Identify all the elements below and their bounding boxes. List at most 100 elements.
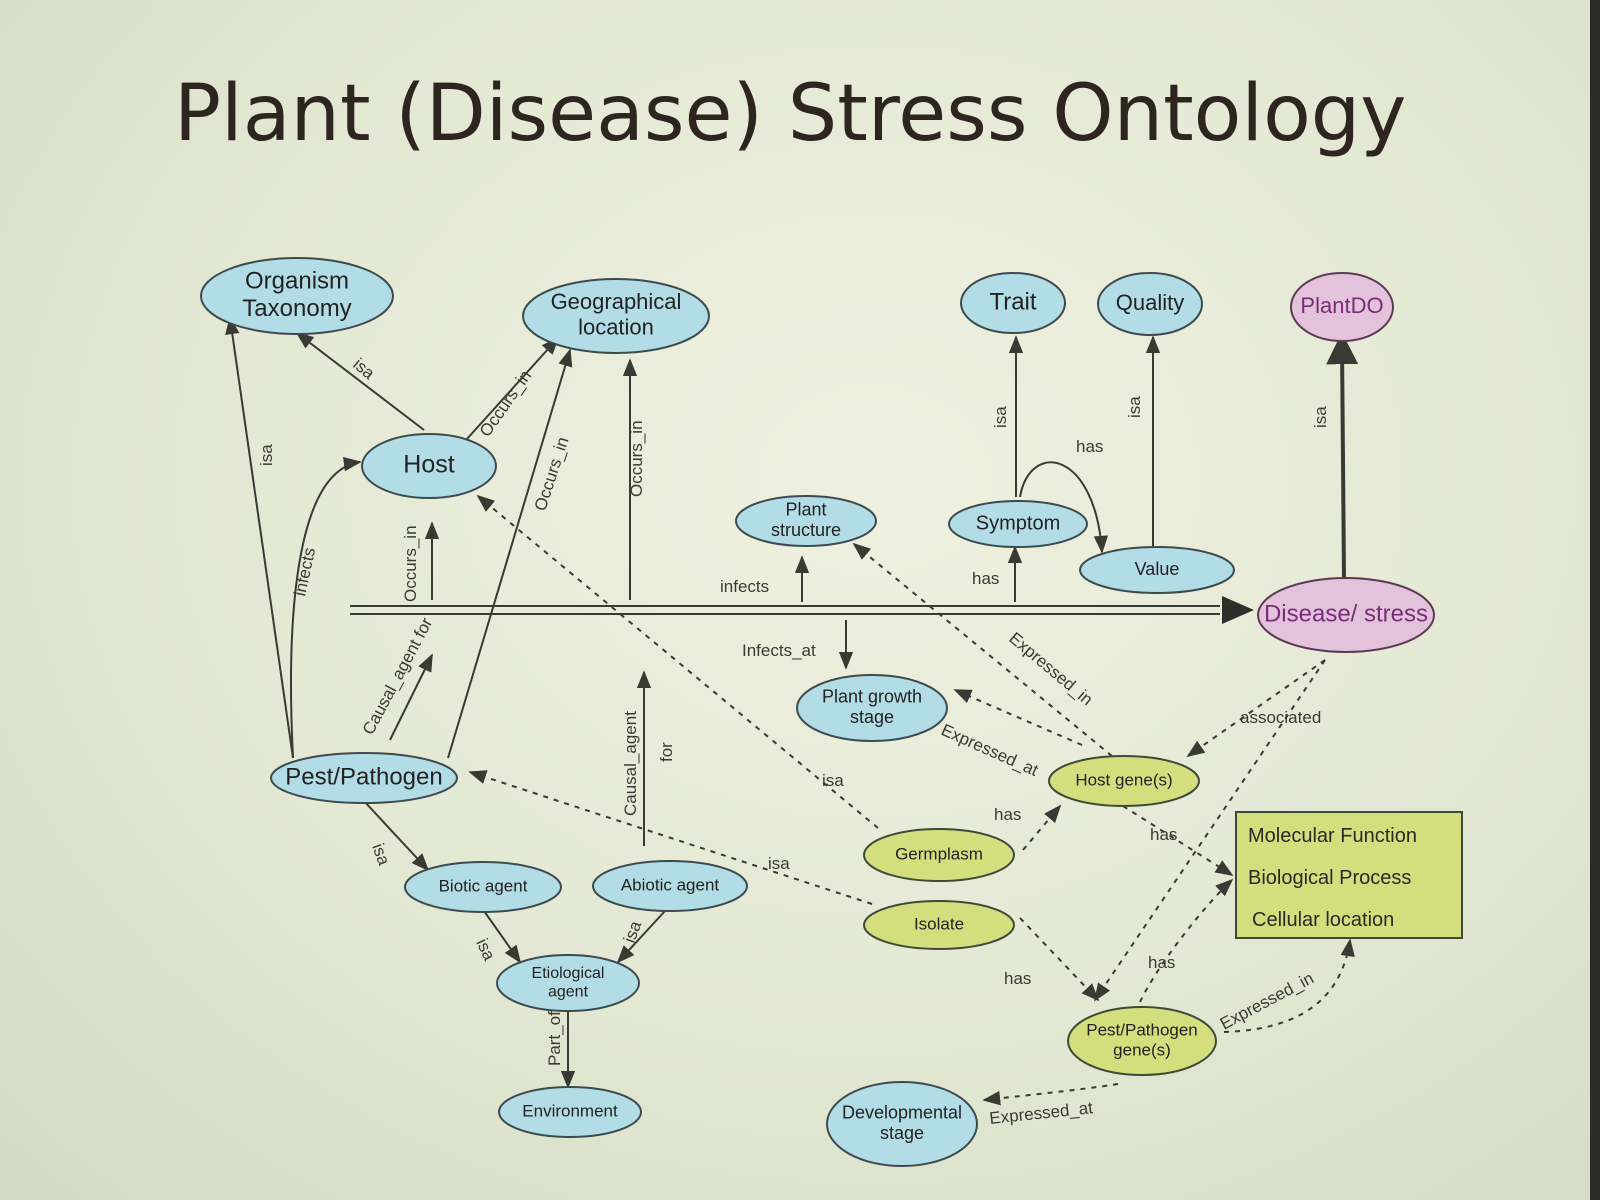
edge-label-isa: isa <box>472 936 499 964</box>
edge-symptom-has-value <box>1019 461 1109 554</box>
node-label: Biotic agent <box>439 876 528 895</box>
edge-pest-occurs-geo <box>447 348 573 759</box>
node-label: agent <box>548 983 589 1000</box>
node-ellipse <box>1257 577 1435 653</box>
edge-pest-isa-organism <box>225 316 294 759</box>
go-term-cellular-location: Cellular location <box>1252 909 1394 931</box>
edge-label-isa: isa <box>991 406 1010 428</box>
edge-biotic-isa-etio <box>483 910 522 964</box>
edge-label-has: has <box>994 805 1021 824</box>
node-label: Etiological <box>532 965 605 982</box>
edge-label-occurs-in: Occurs_in <box>476 367 535 441</box>
edge-disease-isa-plantdo <box>1326 332 1359 579</box>
edge-label-expressed-at: Expressed_at <box>988 1098 1094 1128</box>
node-host-genes: Host gene(s) <box>1048 755 1200 807</box>
node-label: Value <box>1135 559 1180 579</box>
node-ellipse <box>592 860 748 912</box>
edge-label-part-of: Part_of <box>545 1011 564 1066</box>
edge-label-occurs-in: Occurs_in <box>401 525 420 602</box>
node-label: Environment <box>522 1101 618 1120</box>
node-label: Isolate <box>914 914 964 933</box>
edge-label-has: has <box>1004 969 1031 988</box>
main-axis-arrowhead <box>1222 596 1254 624</box>
edge-label-expressed-in: Expressed_in <box>1005 629 1096 710</box>
node-label: Plant growth <box>822 686 922 706</box>
node-ellipse <box>1048 755 1200 807</box>
go-terms-box <box>1235 811 1463 939</box>
node-ellipse <box>404 861 562 913</box>
node-label: Pest/Pathogen <box>1086 1021 1198 1040</box>
node-label: Quality <box>1116 290 1184 315</box>
node-label: Germplasm <box>895 844 983 863</box>
node-ellipse <box>361 433 497 499</box>
edge-label-causal-agent-for: Causal_agent for <box>359 614 437 738</box>
edge-label-isa: isa <box>1125 396 1144 418</box>
node-pest-pathogen: Pest/Pathogen <box>270 752 458 804</box>
slide-title: Plant (Disease) Stress Ontology <box>174 69 1406 159</box>
node-label: PlantDO <box>1300 293 1383 318</box>
edge-causal-agent-for <box>389 653 433 741</box>
edge-label-has: has <box>1148 953 1175 972</box>
node-ellipse <box>960 272 1066 334</box>
node-ellipse <box>735 495 877 547</box>
node-isolate: Isolate <box>863 900 1015 950</box>
node-label: Developmental <box>842 1102 962 1122</box>
edge-pgene-expressed-at-devstage <box>982 1083 1119 1106</box>
node-abiotic-agent: Abiotic agent <box>592 860 748 912</box>
edge-hostgene-expressed-at-stage <box>953 689 1083 746</box>
node-label: Abiotic agent <box>621 875 720 894</box>
node-ellipse <box>498 1086 642 1138</box>
node-ellipse <box>796 674 948 742</box>
edge-label-has: has <box>1076 437 1103 456</box>
edge-pgene-has-go <box>1139 878 1234 1003</box>
node-ellipse <box>496 954 640 1012</box>
node-label: Trait <box>989 288 1036 315</box>
node-ellipse <box>1079 546 1235 594</box>
node-ellipse <box>1097 272 1203 336</box>
node-ellipse <box>948 500 1088 548</box>
edge-isolate-isa-pest <box>468 770 873 905</box>
edge-label-expressed-at: Expressed_at <box>938 720 1041 780</box>
edge-host-occurs-geo <box>465 336 560 441</box>
edge-isolate-has-pgene <box>1019 917 1100 1002</box>
node-label: stage <box>850 707 894 727</box>
go-term-biological-process: Biological Process <box>1248 867 1411 889</box>
node-ellipse <box>1290 272 1394 342</box>
node-label: Pest/Pathogen <box>285 763 442 790</box>
edge-disease-associated-pgene <box>1093 659 1326 1002</box>
node-disease-stress: Disease/ stress <box>1257 577 1435 653</box>
node-label: gene(s) <box>1113 1040 1171 1059</box>
node-label: Symptom <box>976 512 1060 534</box>
node-label: Host <box>403 451 454 479</box>
node-label: Plant <box>785 499 826 519</box>
edge-label-infects: infects <box>290 546 319 598</box>
node-biotic-agent: Biotic agent <box>404 861 562 913</box>
node-label: Geographical <box>551 289 682 314</box>
node-trait: Trait <box>960 272 1066 334</box>
node-quality: Quality <box>1097 272 1203 336</box>
edge-germplasm-isa-host <box>476 494 879 829</box>
node-ellipse <box>826 1081 978 1167</box>
node-host: Host <box>361 433 497 499</box>
node-ellipse <box>863 828 1015 882</box>
edge-pest-isa-biotic <box>362 799 430 872</box>
node-label: location <box>578 314 654 339</box>
edge-label-expressed-in: Expressed_in <box>1217 968 1317 1033</box>
node-ellipse <box>1067 1006 1217 1076</box>
node-label: structure <box>771 520 841 540</box>
edge-label-infects-at: Infects_at <box>742 641 816 660</box>
node-label: Host gene(s) <box>1075 770 1172 789</box>
edge-label-isa: isa <box>768 854 790 873</box>
edge-label-occurs-in: Occurs_in <box>531 435 573 514</box>
node-label: Taxonomy <box>242 295 351 322</box>
edge-label-has: has <box>1150 825 1177 844</box>
go-term-molecular-function: Molecular Function <box>1248 825 1417 847</box>
